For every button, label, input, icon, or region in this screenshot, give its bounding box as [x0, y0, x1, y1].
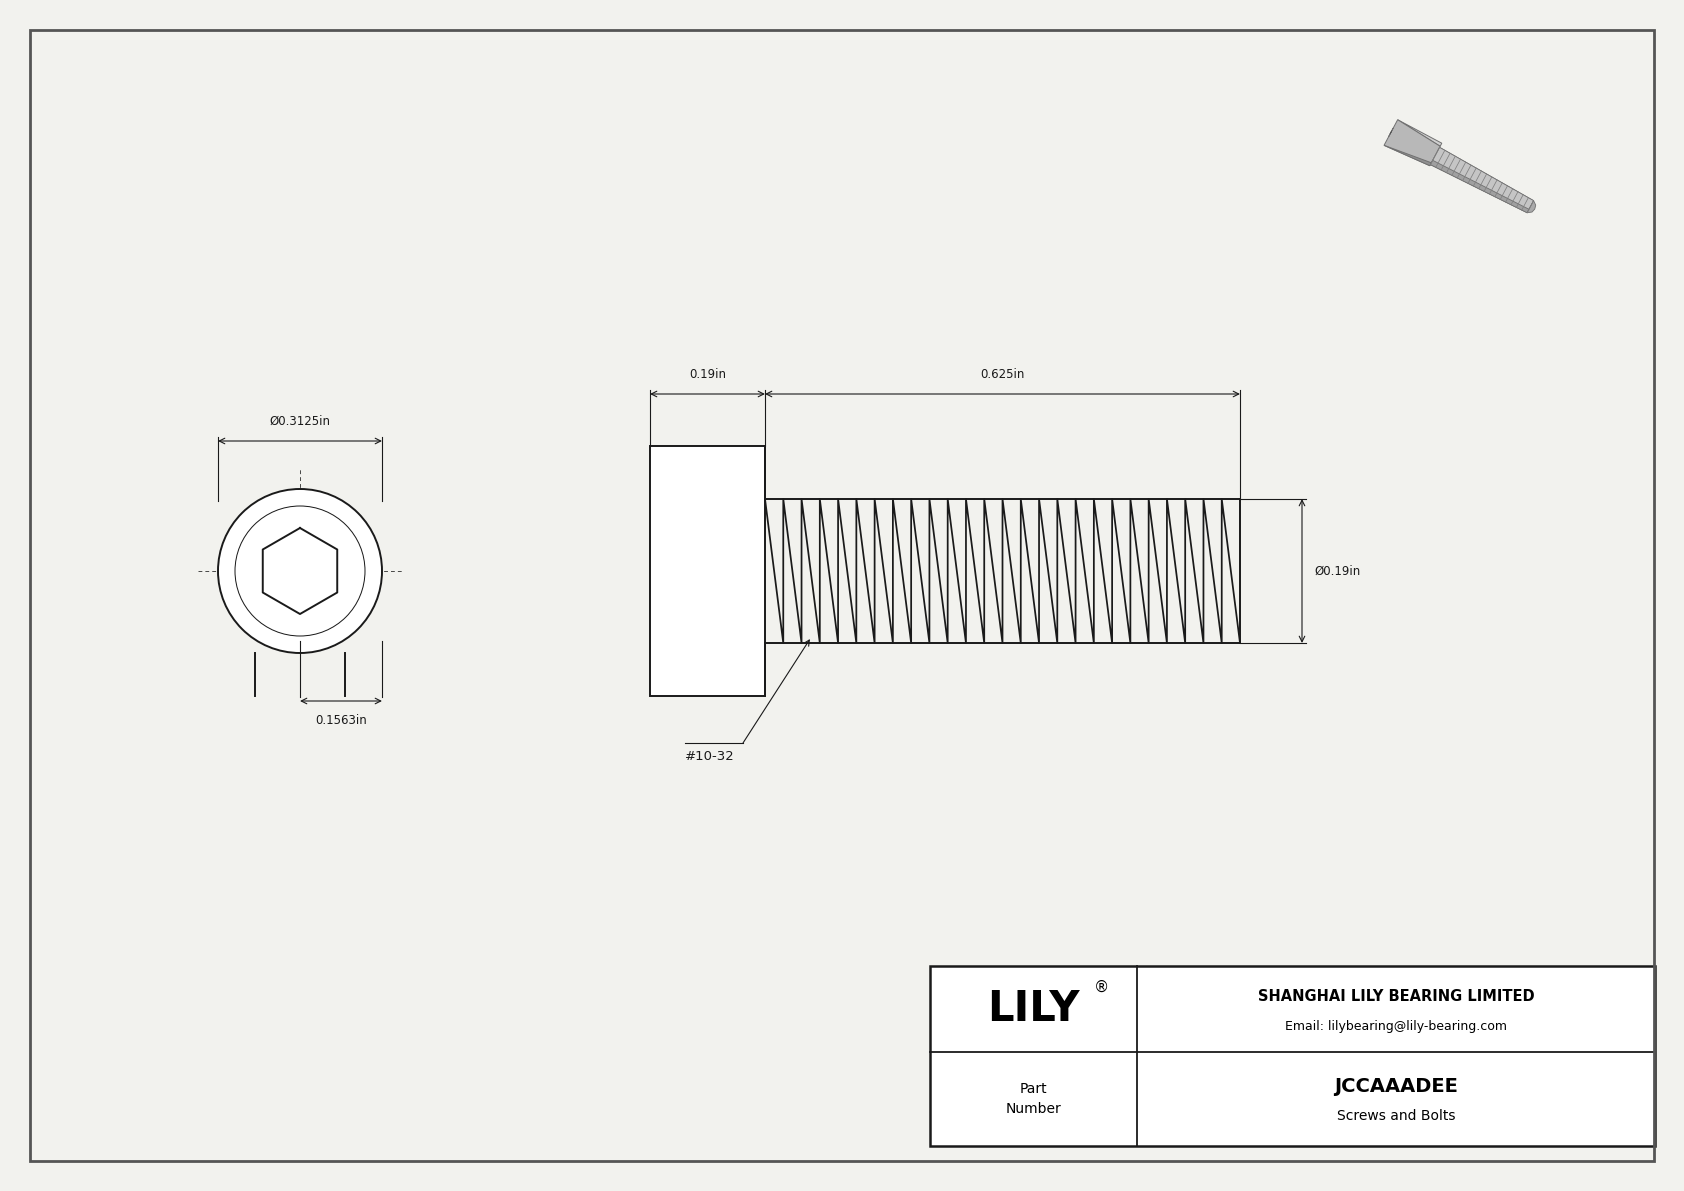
Text: LILY: LILY [987, 989, 1079, 1030]
Text: 0.19in: 0.19in [689, 368, 726, 381]
Text: 0.1563in: 0.1563in [315, 713, 367, 727]
Polygon shape [1527, 200, 1536, 213]
Text: Ø0.3125in: Ø0.3125in [269, 414, 330, 428]
Text: SHANGHAI LILY BEARING LIMITED: SHANGHAI LILY BEARING LIMITED [1258, 989, 1534, 1004]
Circle shape [236, 506, 365, 636]
Text: Email: lilybearing@lily-bearing.com: Email: lilybearing@lily-bearing.com [1285, 1019, 1507, 1033]
Text: 0.625in: 0.625in [980, 368, 1024, 381]
Polygon shape [1389, 129, 1393, 137]
Text: JCCAAADEE: JCCAAADEE [1334, 1077, 1458, 1096]
Text: Ø0.19in: Ø0.19in [1314, 565, 1361, 578]
Polygon shape [1384, 145, 1431, 166]
Bar [650, 445, 765, 696]
Polygon shape [1384, 120, 1440, 166]
Circle shape [217, 490, 382, 653]
Text: Part
Number: Part Number [1005, 1083, 1061, 1116]
Text: Screws and Bolts: Screws and Bolts [1337, 1109, 1455, 1123]
Polygon shape [1430, 161, 1529, 213]
Bar [930, 966, 1655, 1146]
Polygon shape [1398, 120, 1442, 146]
Polygon shape [1438, 148, 1534, 204]
Text: #10-32: #10-32 [685, 750, 734, 763]
Polygon shape [1430, 148, 1534, 213]
Text: ®: ® [1093, 980, 1110, 994]
